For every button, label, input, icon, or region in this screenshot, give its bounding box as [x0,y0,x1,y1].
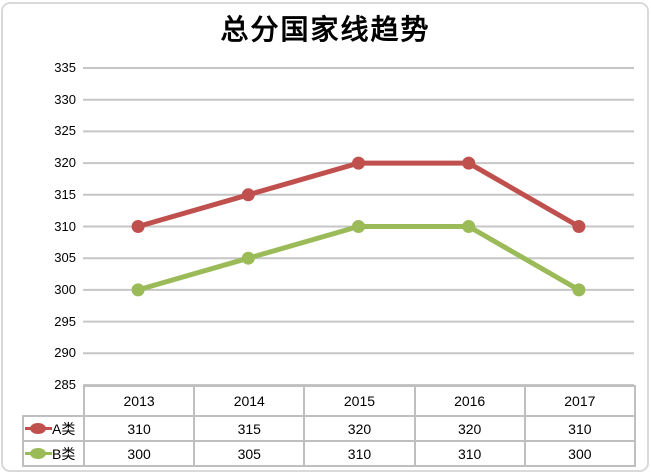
data-point-marker [352,156,365,170]
value-cell: 310 [413,440,526,467]
value-cell: 320 [303,415,416,442]
data-point-marker [131,283,145,297]
data-point-marker [241,188,255,202]
data-point-marker [241,251,255,265]
y-axis-tick-label: 290 [54,345,76,361]
y-axis-tick-label: 330 [54,91,76,107]
y-axis-tick-label: 300 [54,281,76,297]
value-cell: 315 [193,415,306,442]
data-point-marker [462,220,476,233]
series-legend-cell: A类 [22,415,85,442]
value-cell: 310 [303,440,416,467]
year-header-cell: 2015 [303,385,416,417]
data-point-marker [462,156,476,170]
year-header-cell: 2017 [523,385,636,417]
series-legend-cell: B类 [22,440,85,467]
value-cell: 310 [82,415,196,442]
y-axis-tick-label: 320 [54,155,76,171]
table-row-B类: B类 300 305 310 310 300 [22,440,636,467]
y-axis-tick-label: 325 [54,123,76,139]
table-row-A类: A类 310 315 320 320 310 [22,415,636,442]
value-cell: 300 [523,440,636,467]
value-cell: 310 [523,415,636,442]
legend-line-marker-icon [25,423,52,434]
data-point-marker [131,220,145,233]
y-axis-tick-label: 295 [54,313,76,329]
data-point-marker [572,220,586,233]
series-name-label: A类 [52,420,76,437]
data-table: 2013 2014 2015 2016 2017 A类 310 315 320 320 310 B类 3… [22,385,636,467]
y-axis-tick-label: 335 [54,60,76,75]
data-point-marker [572,283,586,297]
chart-title: 总分国家线趋势 [220,13,431,46]
table-header-row: 2013 2014 2015 2016 2017 [23,385,636,417]
year-header-cell: 2016 [413,385,526,417]
legend-line-marker-icon [25,448,52,459]
data-point-marker [352,220,365,233]
y-axis-tick-label: 305 [54,250,76,266]
y-axis-tick-label: 315 [54,186,76,202]
year-header-cell: 2013 [82,385,196,417]
value-cell: 305 [193,440,306,467]
y-axis-tick-label: 310 [54,218,76,234]
value-cell: 300 [82,440,196,467]
series-name-label: B类 [52,445,76,462]
table-corner-cell [23,386,84,416]
value-cell: 320 [413,415,526,442]
year-header-cell: 2014 [193,385,306,417]
y-axis-tick-label: 285 [54,377,76,392]
